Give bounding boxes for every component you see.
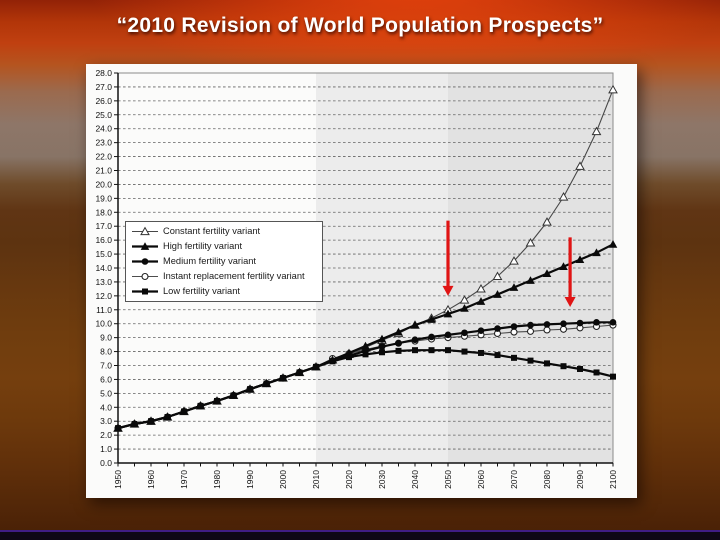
y-tick-label: 19.0 xyxy=(95,193,112,203)
legend-marker-icon xyxy=(132,242,158,250)
legend-item-label: Low fertility variant xyxy=(163,285,240,296)
x-tick-label: 2100 xyxy=(608,470,618,489)
population-chart: 0.0 1.0 2.0 3.0 4.0 5.0 6.0 7.0 8.0 9.0 10.0 11.0 12… xyxy=(95,68,618,489)
y-tick-label: 24.0 xyxy=(95,124,112,134)
arrow-annotations xyxy=(442,220,576,307)
y-tick-label: 26.0 xyxy=(95,96,112,106)
y-tick-label: 22.0 xyxy=(95,152,112,162)
y-tick-label: 2.0 xyxy=(100,430,112,440)
series-markers xyxy=(114,319,617,432)
y-tick-label: 0.0 xyxy=(100,458,112,468)
y-tick-label: 11.0 xyxy=(96,305,112,315)
y-tick-label: 15.0 xyxy=(95,249,112,259)
x-tick-label: 1950 xyxy=(113,470,123,489)
y-tick-label: 3.0 xyxy=(100,416,112,426)
legend-item-label: Constant fertility variant xyxy=(163,225,261,236)
y-tick-label: 27.0 xyxy=(95,82,112,92)
y-axis-labels: 0.0 1.0 2.0 3.0 4.0 5.0 6.0 7.0 8.0 9.0 10.0 11.0 12… xyxy=(95,68,118,468)
slide-bottom-edge xyxy=(0,530,720,540)
y-tick-label: 21.0 xyxy=(95,166,112,176)
y-tick-label: 25.0 xyxy=(95,110,112,120)
x-tick-label: 2010 xyxy=(311,470,321,489)
y-tick-label: 23.0 xyxy=(95,138,112,148)
slide-title: “2010 Revision of World Population Prosp… xyxy=(116,14,604,37)
y-tick-label: 13.0 xyxy=(95,277,112,287)
legend-marker-icon xyxy=(132,272,158,281)
x-tick-label: 2000 xyxy=(278,470,288,489)
y-tick-label: 20.0 xyxy=(95,179,112,189)
legend-item: Constant fertility variant xyxy=(131,226,319,237)
y-tick-label: 14.0 xyxy=(95,263,112,273)
x-tick-label: 2080 xyxy=(542,470,552,489)
x-axis-labels: 1950 1960 1970 1980 1990 2000 2010 2020 2030 2040… xyxy=(113,463,618,489)
x-tick-label: 1970 xyxy=(179,470,189,489)
x-tick-label: 2020 xyxy=(344,470,354,489)
x-tick-label: 1990 xyxy=(245,470,255,489)
y-tick-label: 7.0 xyxy=(100,361,112,371)
x-tick-label: 2060 xyxy=(476,470,486,489)
x-tick-label: 2070 xyxy=(509,470,519,489)
y-tick-label: 17.0 xyxy=(95,221,112,231)
legend-item: High fertility variant xyxy=(131,241,319,252)
y-tick-label: 10.0 xyxy=(95,319,112,329)
x-tick-label: 1960 xyxy=(146,470,156,489)
legend-item-label: Instant replacement fertility variant xyxy=(163,270,305,281)
x-tick-label: 2030 xyxy=(377,470,387,489)
y-tick-label: 8.0 xyxy=(100,347,112,357)
legend-item: Medium fertility variant xyxy=(131,256,319,267)
legend-marker-icon xyxy=(132,288,158,295)
x-tick-label: 1980 xyxy=(212,470,222,489)
legend-marker-icon xyxy=(132,258,158,265)
red-arrow-head xyxy=(442,285,454,296)
legend-item: Low fertility variant xyxy=(131,286,319,297)
x-tick-label: 2090 xyxy=(575,470,585,489)
legend-item: Instant replacement fertility variant xyxy=(131,271,319,282)
y-tick-label: 1.0 xyxy=(100,444,112,454)
chart-legend: Constant fertility variant High fertility… xyxy=(125,221,323,302)
chart-panel: 0.0 1.0 2.0 3.0 4.0 5.0 6.0 7.0 8.0 9.0 10.0 11.0 12… xyxy=(86,64,637,498)
legend-marker-icon xyxy=(132,226,158,236)
series-medium-fertility-variant xyxy=(114,319,617,432)
y-tick-label: 4.0 xyxy=(100,402,112,412)
y-tick-label: 9.0 xyxy=(100,333,112,343)
y-tick-label: 18.0 xyxy=(95,207,112,217)
y-tick-label: 5.0 xyxy=(100,388,112,398)
x-tick-label: 2050 xyxy=(443,470,453,489)
red-arrow-head xyxy=(564,297,576,307)
y-tick-label: 12.0 xyxy=(95,291,112,301)
legend-item-label: Medium fertility variant xyxy=(163,255,256,266)
legend-item-label: High fertility variant xyxy=(163,240,243,251)
y-tick-label: 28.0 xyxy=(95,68,112,78)
x-tick-label: 2040 xyxy=(410,470,420,489)
y-tick-label: 6.0 xyxy=(100,374,112,384)
y-tick-label: 16.0 xyxy=(95,235,112,245)
